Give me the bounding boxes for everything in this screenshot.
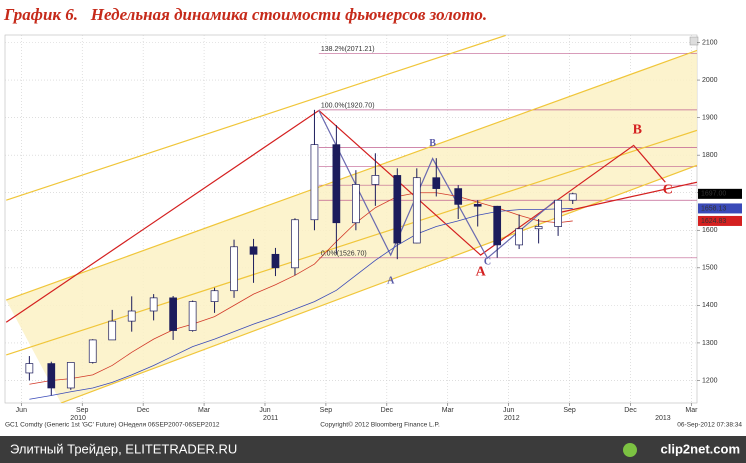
x-tick-label: Jun bbox=[16, 407, 27, 414]
candle-body bbox=[47, 363, 56, 389]
candle-body bbox=[473, 204, 482, 207]
candle-body bbox=[291, 219, 299, 269]
candle-body bbox=[432, 177, 441, 189]
price-tag-label: 1624.83 bbox=[701, 218, 726, 225]
source-bar bbox=[0, 436, 746, 463]
price-tag-label: 1658.13 bbox=[701, 205, 726, 212]
trendline bbox=[318, 110, 557, 259]
candle-body bbox=[88, 339, 97, 363]
y-tick-label: 2100 bbox=[702, 39, 718, 46]
trendline bbox=[555, 181, 697, 214]
candle-body bbox=[515, 228, 523, 246]
annotation: A bbox=[476, 265, 487, 280]
annotation: B bbox=[429, 138, 436, 149]
y-tick-label: 1300 bbox=[702, 340, 718, 347]
candle-body bbox=[393, 175, 402, 244]
annotation: A bbox=[387, 276, 395, 287]
x-year-label: 2010 bbox=[70, 415, 86, 422]
candle-body bbox=[25, 363, 34, 374]
corner-icon bbox=[689, 36, 699, 46]
footer-right: 06-Sep-2012 07:38:34 bbox=[677, 422, 742, 429]
logo-icon bbox=[623, 443, 637, 457]
x-tick-label: Sep bbox=[320, 407, 333, 414]
source-left: Элитный Трейдер, ELITETRADER.RU bbox=[10, 441, 237, 456]
candle-body bbox=[169, 297, 177, 331]
y-tick-label: 1400 bbox=[702, 302, 718, 309]
fib-label: 138.2%(2071.21) bbox=[321, 46, 375, 53]
trendline bbox=[6, 35, 506, 201]
trendline bbox=[60, 164, 697, 403]
average-line bbox=[29, 192, 573, 385]
price-tag bbox=[698, 188, 742, 199]
y-tick-label: 1600 bbox=[702, 227, 718, 234]
x-tick-label: Sep bbox=[76, 407, 89, 414]
fib-label: 0.0%(1526.70) bbox=[321, 251, 367, 258]
x-year-label: 2013 bbox=[655, 415, 671, 422]
candle-body bbox=[127, 310, 136, 322]
average-line bbox=[29, 208, 573, 400]
x-tick-label: Jun bbox=[503, 407, 514, 414]
x-year-label: 2011 bbox=[263, 415, 278, 422]
x-tick-label: Dec bbox=[137, 407, 150, 414]
footer-center: Copyright© 2012 Bloomberg Finance L.P. bbox=[320, 421, 440, 429]
trendline bbox=[5, 109, 320, 323]
y-tick-label: 2000 bbox=[702, 77, 718, 84]
price-tag bbox=[698, 203, 742, 214]
y-tick-label: 1200 bbox=[702, 377, 718, 384]
candle-body bbox=[534, 226, 543, 230]
source-right: clip2net.com bbox=[661, 441, 740, 456]
x-tick-label: Sep bbox=[563, 407, 576, 414]
candle-body bbox=[230, 246, 238, 292]
candle-body bbox=[352, 184, 360, 224]
candle-body bbox=[210, 290, 219, 302]
footer-left: GC1 Comdty (Generic 1st 'GC' Future) ОНе… bbox=[5, 422, 220, 429]
candle-body bbox=[149, 297, 158, 312]
y-tick-label: 1800 bbox=[702, 152, 718, 159]
candle-body bbox=[371, 175, 380, 185]
candle-body bbox=[412, 177, 421, 244]
candle-body bbox=[568, 193, 577, 201]
annotation: C bbox=[663, 183, 673, 198]
y-tick-label: 1500 bbox=[702, 265, 718, 272]
chart-title: График 6. Недельная динамика стоимости ф… bbox=[3, 5, 487, 24]
plot-content bbox=[5, 35, 697, 403]
x-tick-label: Dec bbox=[381, 407, 394, 414]
candle-body bbox=[188, 301, 197, 331]
candle-body bbox=[554, 199, 562, 227]
x-tick-label: Jun bbox=[259, 407, 270, 414]
candle-body bbox=[454, 188, 463, 205]
fib-label: 100.0%(1920.70) bbox=[321, 103, 375, 110]
x-tick-label: Mar bbox=[685, 407, 698, 414]
candle-body bbox=[310, 144, 319, 221]
candle-body bbox=[249, 246, 258, 255]
trendline bbox=[6, 129, 697, 356]
candle-body bbox=[108, 320, 117, 341]
x-tick-label: Mar bbox=[442, 407, 455, 414]
annotation: C bbox=[484, 256, 491, 267]
x-tick-label: Dec bbox=[624, 407, 637, 414]
x-tick-label: Mar bbox=[198, 407, 211, 414]
x-year-label: 2012 bbox=[504, 415, 520, 422]
y-tick-label: 1900 bbox=[702, 114, 718, 121]
candle-body bbox=[493, 205, 502, 246]
candle-body bbox=[271, 253, 280, 269]
price-tag-label: 1697.00 bbox=[701, 191, 726, 198]
annotation: B bbox=[633, 123, 642, 138]
candle-body bbox=[332, 144, 341, 224]
price-tag bbox=[698, 215, 742, 226]
candle-body bbox=[66, 362, 75, 389]
